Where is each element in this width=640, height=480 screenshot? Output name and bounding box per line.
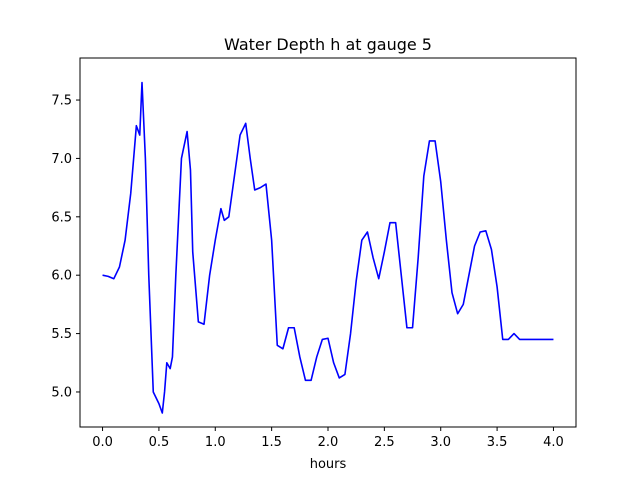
plot-area (79, 57, 577, 428)
x-tick-label: 1.5 (261, 435, 282, 450)
y-tick-label: 5.5 (51, 327, 72, 342)
axes-frame (79, 57, 577, 428)
x-tick-label: 3.5 (487, 435, 508, 450)
x-axis: 0.0 0.5 1.0 1.5 2.0 2.5 3.0 3.5 4.0 (92, 427, 564, 450)
x-axis-label: hours (310, 457, 347, 472)
y-tick-label: 7.5 (51, 94, 72, 109)
chart-title: Water Depth h at gauge 5 (224, 35, 432, 54)
y-tick-label: 7.0 (51, 152, 72, 167)
y-tick-label: 6.5 (51, 210, 72, 225)
y-tick-label: 6.0 (51, 269, 72, 284)
x-tick-label: 3.0 (430, 435, 451, 450)
x-tick-label: 4.0 (543, 435, 564, 450)
x-tick-label: 1.0 (205, 435, 226, 450)
y-axis: 5.0 5.5 6.0 6.5 7.0 7.5 (51, 94, 80, 400)
series-line-0 (102, 81, 554, 414)
x-tick-label: 2.0 (318, 435, 339, 450)
x-tick-label: 0.5 (149, 435, 170, 450)
x-tick-label: 2.5 (374, 435, 395, 450)
x-tick-label: 0.0 (92, 435, 113, 450)
y-tick-label: 5.0 (51, 385, 72, 400)
